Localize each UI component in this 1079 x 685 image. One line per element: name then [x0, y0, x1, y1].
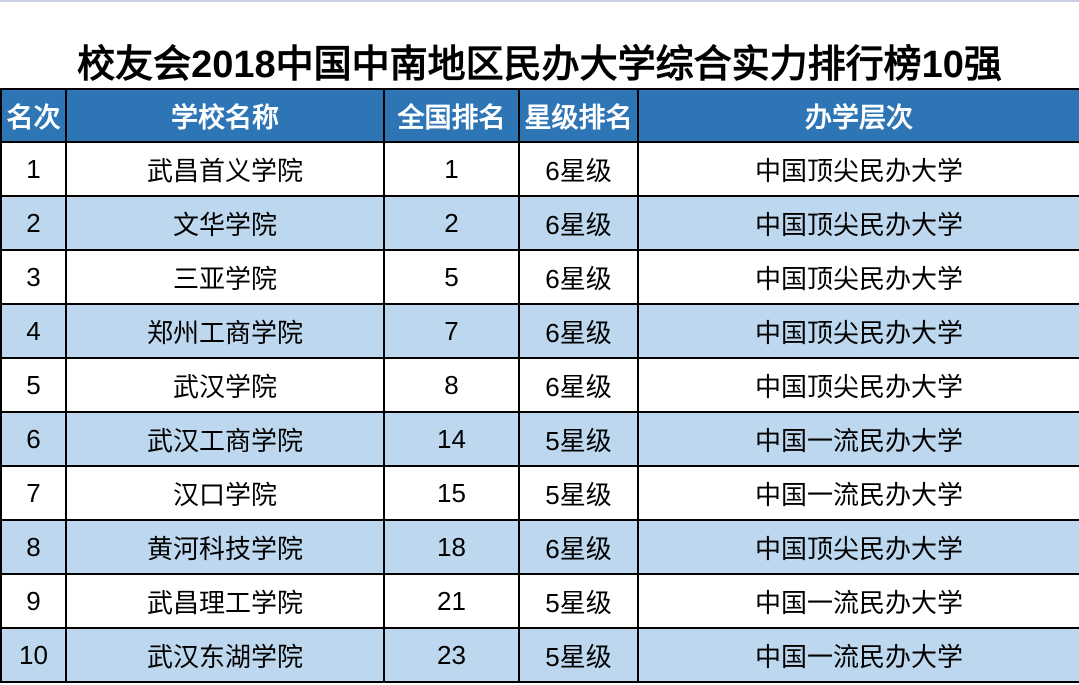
cell-national-rank: 2	[383, 195, 520, 251]
table-row: 2 文华学院 2 6星级 中国顶尖民办大学	[0, 195, 1079, 251]
cell-school: 武汉学院	[65, 357, 385, 413]
table-row: 6 武汉工商学院 14 5星级 中国一流民办大学	[0, 411, 1079, 467]
table-row: 5 武汉学院 8 6星级 中国顶尖民办大学	[0, 357, 1079, 413]
cell-rank: 7	[0, 465, 67, 521]
cell-star-rank: 6星级	[518, 141, 639, 197]
cell-star-rank: 6星级	[518, 519, 639, 575]
column-header-star-rank: 星级排名	[518, 88, 639, 143]
table-row: 3 三亚学院 5 6星级 中国顶尖民办大学	[0, 249, 1079, 305]
cell-national-rank: 14	[383, 411, 520, 467]
table-row: 10 武汉东湖学院 23 5星级 中国一流民办大学	[0, 627, 1079, 683]
cell-level: 中国顶尖民办大学	[637, 357, 1079, 413]
ranking-table: 名次 学校名称 全国排名 星级排名 办学层次 1 武昌首义学院 1 6星级 中国…	[0, 88, 1079, 683]
table-row: 4 郑州工商学院 7 6星级 中国顶尖民办大学	[0, 303, 1079, 359]
cell-national-rank: 8	[383, 357, 520, 413]
cell-level: 中国顶尖民办大学	[637, 141, 1079, 197]
cell-star-rank: 6星级	[518, 357, 639, 413]
cell-level: 中国顶尖民办大学	[637, 519, 1079, 575]
cell-rank: 2	[0, 195, 67, 251]
cell-national-rank: 23	[383, 627, 520, 683]
column-header-rank: 名次	[0, 88, 67, 143]
cell-star-rank: 5星级	[518, 627, 639, 683]
cell-level: 中国一流民办大学	[637, 411, 1079, 467]
cell-star-rank: 6星级	[518, 303, 639, 359]
cell-school: 武昌首义学院	[65, 141, 385, 197]
cell-level: 中国一流民办大学	[637, 573, 1079, 629]
table-body: 1 武昌首义学院 1 6星级 中国顶尖民办大学 2 文华学院 2 6星级 中国顶…	[0, 141, 1079, 683]
table-row: 9 武昌理工学院 21 5星级 中国一流民办大学	[0, 573, 1079, 629]
cell-school: 汉口学院	[65, 465, 385, 521]
cell-school: 三亚学院	[65, 249, 385, 305]
cell-level: 中国顶尖民办大学	[637, 249, 1079, 305]
cell-rank: 4	[0, 303, 67, 359]
cell-rank: 8	[0, 519, 67, 575]
cell-level: 中国一流民办大学	[637, 465, 1079, 521]
cell-rank: 6	[0, 411, 67, 467]
cell-national-rank: 7	[383, 303, 520, 359]
header-row: 名次 学校名称 全国排名 星级排名 办学层次	[0, 88, 1079, 143]
table-header: 名次 学校名称 全国排名 星级排名 办学层次	[0, 88, 1079, 143]
column-header-level: 办学层次	[637, 88, 1079, 143]
page-title: 校友会2018中国中南地区民办大学综合实力排行榜10强	[77, 44, 1002, 86]
cell-rank: 5	[0, 357, 67, 413]
table-row: 8 黄河科技学院 18 6星级 中国顶尖民办大学	[0, 519, 1079, 575]
cell-level: 中国顶尖民办大学	[637, 195, 1079, 251]
cell-star-rank: 5星级	[518, 465, 639, 521]
cell-school: 武汉东湖学院	[65, 627, 385, 683]
cell-national-rank: 21	[383, 573, 520, 629]
cell-school: 文华学院	[65, 195, 385, 251]
table-row: 1 武昌首义学院 1 6星级 中国顶尖民办大学	[0, 141, 1079, 197]
cell-star-rank: 5星级	[518, 573, 639, 629]
cell-rank: 3	[0, 249, 67, 305]
cell-national-rank: 1	[383, 141, 520, 197]
cell-national-rank: 15	[383, 465, 520, 521]
cell-school: 郑州工商学院	[65, 303, 385, 359]
cell-star-rank: 5星级	[518, 411, 639, 467]
cell-national-rank: 18	[383, 519, 520, 575]
cell-star-rank: 6星级	[518, 195, 639, 251]
cell-rank: 1	[0, 141, 67, 197]
cell-level: 中国一流民办大学	[637, 627, 1079, 683]
cell-national-rank: 5	[383, 249, 520, 305]
cell-school: 武汉工商学院	[65, 411, 385, 467]
cell-star-rank: 6星级	[518, 249, 639, 305]
cell-school: 黄河科技学院	[65, 519, 385, 575]
cell-school: 武昌理工学院	[65, 573, 385, 629]
cell-rank: 10	[0, 627, 67, 683]
column-header-national-rank: 全国排名	[383, 88, 520, 143]
column-header-school: 学校名称	[65, 88, 385, 143]
cell-level: 中国顶尖民办大学	[637, 303, 1079, 359]
cell-rank: 9	[0, 573, 67, 629]
table-row: 7 汉口学院 15 5星级 中国一流民办大学	[0, 465, 1079, 521]
